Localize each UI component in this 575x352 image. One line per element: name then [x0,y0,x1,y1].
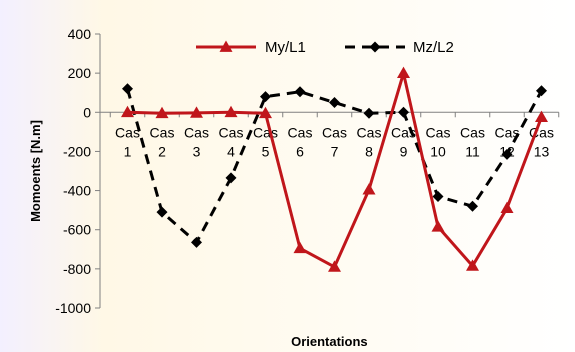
y-axis-title-group: Momoents [N.m] [28,120,43,222]
series-mz-l2 [122,83,547,248]
y-tick-label: -1000 [55,300,91,316]
y-tick-label: -400 [63,183,91,199]
data-point [363,107,375,119]
x-category-label: Cas 6 [288,124,313,159]
data-point [466,259,479,271]
data-point [398,106,409,118]
data-point [260,91,271,103]
legend-marker-mz-l2 [369,41,381,53]
data-point [397,66,410,79]
data-point [225,172,237,184]
x-axis-title: Orientations [291,334,368,349]
legend: My/L1 Mz/L2 [196,39,454,56]
y-tick-label: -600 [63,222,91,238]
legend-marker-my-l1 [219,40,233,52]
data-point [535,110,548,123]
data-point [122,83,133,95]
x-category-label: Cas 1 [115,124,140,159]
data-point [362,183,376,195]
data-point [156,206,168,218]
legend-marker-shape [369,41,381,53]
y-tick-label: 400 [68,26,92,42]
data-point [191,236,202,248]
series-my-l1 [121,66,548,272]
y-tick-label: -200 [63,143,91,159]
y-ticks: 400 200 0 -200 -400 -600 -800 -1000 [55,26,100,316]
data-point [190,106,203,118]
legend-marker-shape [219,40,233,52]
data-point [259,106,272,119]
data-point [329,97,340,108]
x-category-label: Cas 2 [150,124,175,159]
data-point [432,190,444,202]
legend-label-my-l1: My/L1 [265,39,306,56]
data-point [536,85,547,97]
x-category-label: Cas 11 [460,124,485,159]
data-point [328,260,341,272]
y-tick-label: 200 [68,65,92,81]
data-point [500,201,514,214]
x-category-label: Cas 3 [184,124,209,159]
data-point [294,86,306,98]
y-axis-title: Momoents [N.m] [28,120,43,222]
x-category-label: Cas 7 [322,124,347,159]
data-point [293,241,307,254]
x-category-label: Cas 4 [219,124,244,159]
data-point [431,220,445,232]
x-category-label: Cas 8 [357,124,382,159]
legend-label-mz-l2: Mz/L2 [413,39,454,56]
data-point [121,105,134,118]
series [121,66,548,272]
data-point [155,106,169,119]
data-point [224,105,238,118]
x-category-label: Cas 10 [426,124,451,159]
y-tick-label: -800 [63,261,91,277]
y-tick-label: 0 [83,104,91,120]
data-point [467,200,478,212]
data-point [501,148,513,160]
